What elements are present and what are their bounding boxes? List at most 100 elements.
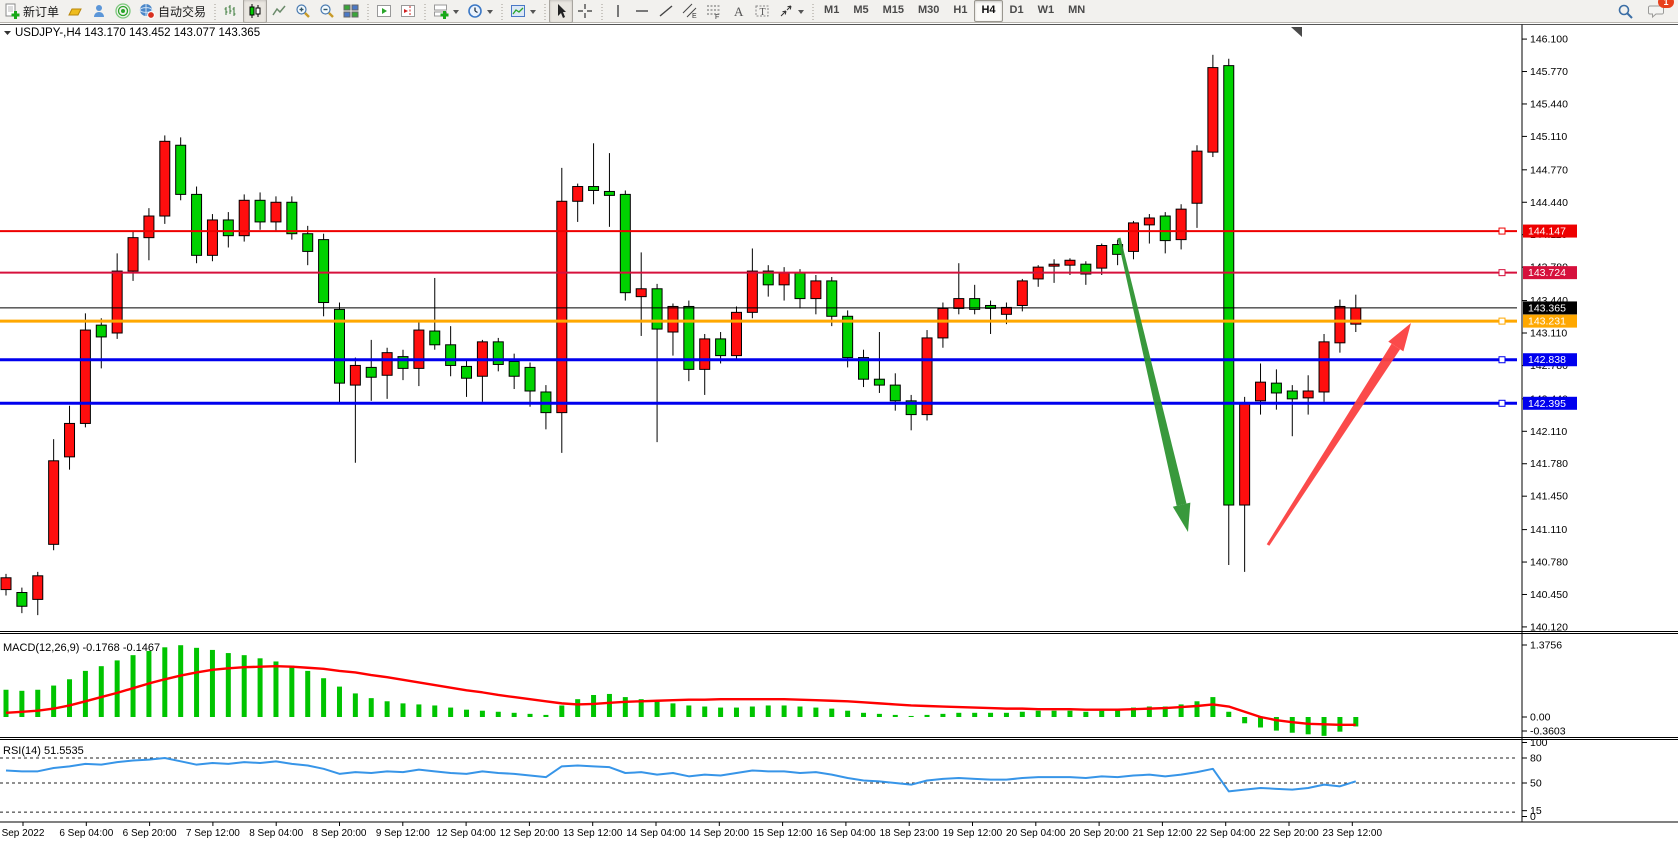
tf-button-M30[interactable]: M30: [918, 4, 940, 16]
autotrading-label: 自动交易: [158, 4, 207, 19]
tf-button-M15[interactable]: M15: [882, 4, 904, 16]
tf-button-H1[interactable]: H1: [953, 4, 968, 16]
tf-button-W1[interactable]: W1: [1037, 4, 1055, 16]
bear-candle: [302, 233, 314, 252]
macd-histogram-bar: [448, 707, 454, 717]
cursor-button[interactable]: [549, 0, 574, 23]
tf-button-D1[interactable]: D1: [1009, 4, 1024, 16]
red-up-arrow-object[interactable]: [1266, 323, 1411, 546]
signal-button[interactable]: [111, 0, 135, 23]
macd-histogram-bar: [1051, 710, 1057, 717]
trendline-button[interactable]: [654, 0, 678, 23]
macd-histogram-bar: [51, 685, 57, 717]
macd-label: MACD(12,26,9) -0.1768 -0.1467: [3, 642, 160, 654]
autotrading-button[interactable]: 自动交易: [135, 0, 210, 23]
time-tick-label: 20 Sep 20:00: [1069, 828, 1129, 839]
time-tick-label: 9 Sep 12:00: [376, 828, 430, 839]
community-button[interactable]: [87, 0, 111, 23]
search-button[interactable]: [1613, 0, 1638, 23]
new-order-label: 新订单: [23, 4, 60, 19]
hline-handle[interactable]: [1498, 356, 1506, 364]
time-tick-label: 6 Sep 20:00: [123, 828, 177, 839]
macd-histogram-bar: [1194, 701, 1200, 717]
tf-button-M1[interactable]: M1: [824, 4, 840, 16]
channel-button[interactable]: E: [678, 0, 702, 23]
bar-chart-button[interactable]: [219, 0, 243, 23]
bull-candle: [349, 364, 361, 386]
chat-button[interactable]: 1: [1644, 0, 1674, 23]
bear-candle: [588, 186, 600, 191]
macd-histogram-bar: [1273, 717, 1279, 731]
bull-candle: [937, 307, 949, 339]
line-chart-button[interactable]: [267, 0, 291, 23]
quote-expand-icon[interactable]: [4, 31, 11, 35]
tile-windows-button[interactable]: [339, 0, 363, 23]
price-tick-label: 140.780: [1530, 557, 1568, 569]
macd-histogram-bar: [829, 708, 835, 717]
new-order-button[interactable]: 新订单: [0, 0, 63, 23]
bear-candle: [508, 361, 520, 377]
hline-button[interactable]: [630, 0, 654, 23]
macd-histogram-bar: [336, 686, 342, 717]
crosshair-button[interactable]: [573, 0, 597, 23]
macd-histogram-bar: [924, 714, 930, 717]
vline-button[interactable]: [606, 0, 630, 23]
macd-histogram-bar: [575, 699, 581, 717]
hline-handle[interactable]: [1498, 317, 1506, 325]
template-icon: [511, 5, 526, 17]
macd-histogram-bar: [686, 705, 692, 717]
macd-histogram-bar: [591, 694, 597, 717]
chart-shift-button[interactable]: [396, 0, 420, 23]
price-tag-label: 142.395: [1528, 398, 1566, 410]
candlestick-button[interactable]: [243, 0, 268, 23]
fibo-button[interactable]: F: [702, 0, 726, 23]
time-tick-label: 22 Sep 20:00: [1259, 828, 1319, 839]
chart-shift-marker[interactable]: [1291, 27, 1302, 37]
gold-button[interactable]: [63, 0, 87, 23]
bear-candle: [445, 344, 457, 366]
text-button[interactable]: A: [726, 0, 750, 23]
time-tick-label: Sep 2022: [2, 828, 45, 839]
green-down-arrow-object[interactable]: [1117, 237, 1191, 532]
chart-area[interactable]: 146.100 145.770 145.440 145.110 144.770 144.4…: [0, 23, 1678, 841]
macd-histogram-bar: [416, 704, 422, 717]
bull-candle: [635, 288, 647, 298]
price-tick-label: 145.440: [1530, 98, 1568, 110]
hline-handle[interactable]: [1498, 227, 1506, 235]
add-indicator-button[interactable]: [429, 0, 463, 23]
crosshair-icon: [578, 4, 593, 18]
time-tick-label: 13 Sep 12:00: [563, 828, 623, 839]
hline-handle[interactable]: [1498, 269, 1506, 277]
auto-scroll-button[interactable]: [372, 0, 396, 23]
price-tag-label: 142.838: [1528, 354, 1566, 366]
bear-candle: [492, 341, 504, 365]
time-axis[interactable]: Sep 2022 6 Sep 04:00 6 Sep 20:00 7 Sep 12:0…: [2, 822, 1383, 839]
macd-histogram-bar: [178, 645, 184, 717]
tf-button-MN[interactable]: MN: [1068, 4, 1086, 16]
macd-histogram-bar: [559, 705, 565, 717]
macd-histogram-bar: [1130, 707, 1136, 717]
macd-histogram-bar: [464, 709, 470, 717]
macd-histogram-bar: [956, 712, 962, 717]
zoom-out-button[interactable]: [315, 0, 339, 23]
price-tag-label: 143.724: [1528, 267, 1566, 279]
bull-candle: [1318, 341, 1330, 393]
chart-canvas[interactable]: 146.100 145.770 145.440 145.110 144.770 144.4…: [0, 23, 1678, 841]
period-button[interactable]: [463, 0, 497, 23]
hline-handle[interactable]: [1498, 399, 1506, 407]
shapes-button[interactable]: [774, 0, 808, 23]
template-button[interactable]: [506, 0, 540, 23]
timeframe-group: M1 M5 M15 M30 H1 H4 D1 W1 MN: [817, 0, 1092, 22]
textlabel-button[interactable]: T: [750, 0, 774, 23]
bear-candle: [254, 199, 266, 223]
bear-candle: [969, 298, 981, 310]
macd-histogram-bar: [861, 712, 867, 717]
tf-button-H4[interactable]: H4: [974, 0, 1003, 22]
tf-button-M5[interactable]: M5: [853, 4, 869, 16]
macd-histogram-bar: [765, 705, 771, 717]
zoom-in-button[interactable]: [291, 0, 315, 23]
svg-text:E: E: [692, 13, 697, 19]
macd-histogram-bar: [511, 712, 517, 717]
macd-histogram-bar: [988, 712, 994, 717]
price-tick-label: 142.110: [1530, 426, 1567, 438]
